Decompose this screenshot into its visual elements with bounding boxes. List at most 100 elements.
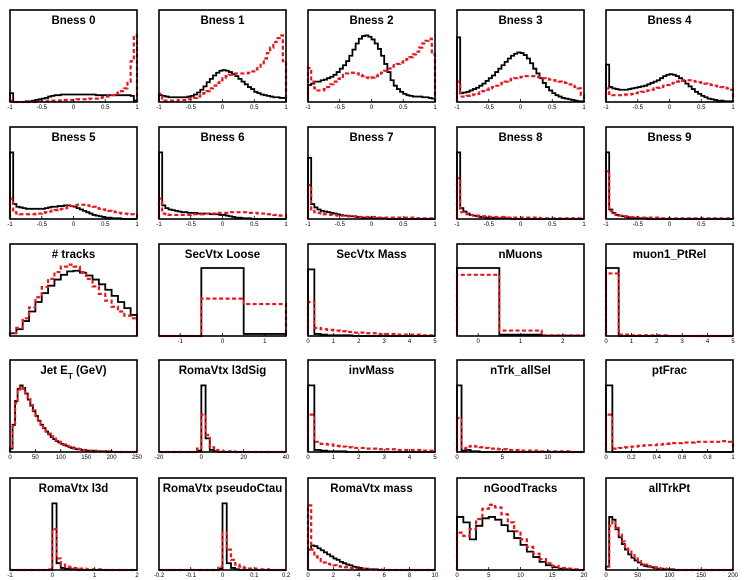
plot-frame <box>9 359 138 453</box>
histogram-series-a <box>456 516 584 571</box>
x-tick-label: 0 <box>455 455 459 461</box>
histogram-series-a <box>307 268 435 337</box>
x-tick-label: -1 <box>454 222 460 228</box>
x-tick-label: -0.1 <box>186 573 197 579</box>
x-tick-label: 0 <box>51 573 55 579</box>
x-tick-label: 0 <box>8 455 12 461</box>
x-tick-label: -0.5 <box>484 222 495 228</box>
x-tick-label: 1 <box>433 222 437 228</box>
panel-title: invMass <box>349 365 394 377</box>
panel-title: Bness 9 <box>647 132 691 144</box>
x-tick-label: -0.5 <box>335 105 346 111</box>
x-tick-label: 1 <box>582 105 586 111</box>
plot-frame <box>307 359 436 453</box>
x-tick-label: 0.5 <box>399 105 408 111</box>
histogram-panel: Jet ET (GeV) 0 50 100 150 200 250 <box>8 359 143 461</box>
x-tick-label: 0 <box>72 222 76 228</box>
histogram-series-a <box>9 269 138 336</box>
x-tick-label: 1 <box>433 105 437 111</box>
x-tick-label: 1 <box>93 573 97 579</box>
x-tick-label: -1 <box>454 105 460 111</box>
x-tick-label: 10 <box>544 455 551 461</box>
x-tick-label: 3 <box>681 339 685 345</box>
x-tick-label: 0 <box>72 105 76 111</box>
x-tick-label: 20 <box>581 573 588 579</box>
x-tick-label: 250 <box>132 455 143 461</box>
x-tick-label: 0.5 <box>101 105 110 111</box>
histogram-series-a <box>158 151 286 220</box>
x-tick-label: 1 <box>582 222 586 228</box>
x-tick-label: 150 <box>696 573 707 579</box>
x-tick-label: -0.5 <box>633 222 644 228</box>
histogram-panel: RomaVtx l3dSig -20 0 20 40 <box>155 359 290 461</box>
histogram-panel: nTrk_allSel 0 5 10 <box>455 359 585 461</box>
panel-title: Bness 0 <box>51 15 95 27</box>
x-tick-label: 0 <box>306 573 310 579</box>
x-tick-label: 2 <box>655 339 659 345</box>
x-tick-label: -0.5 <box>484 105 495 111</box>
plot-frame <box>605 359 734 453</box>
x-tick-label: 1 <box>135 222 139 228</box>
histogram-series-b <box>8 34 139 104</box>
histogram-panel: Bness 2 -1 -0.5 0 0.5 1 <box>305 9 437 111</box>
panel-title: RomaVtx l3dSig <box>179 365 267 377</box>
panel-title: Bness 3 <box>498 15 542 27</box>
histogram-series-a <box>605 267 733 337</box>
x-tick-label: 100 <box>56 455 67 461</box>
histogram-series-a <box>605 384 733 453</box>
x-tick-label: 0 <box>604 455 608 461</box>
histogram-panel: Bness 4 -1 -0.5 0 0.5 1 <box>603 9 735 111</box>
histogram-series-a <box>307 544 435 571</box>
histogram-series-a <box>307 34 436 102</box>
x-tick-label: 1 <box>731 105 735 111</box>
x-tick-label: -1 <box>7 222 13 228</box>
x-tick-label: 1 <box>263 339 267 345</box>
x-tick-label: 0 <box>370 222 374 228</box>
x-tick-label: 0.2 <box>282 573 291 579</box>
x-tick-label: -0.5 <box>633 105 644 111</box>
x-tick-label: 0.5 <box>548 222 557 228</box>
panel-title: allTrkPt <box>649 483 691 495</box>
x-tick-label: 0 <box>668 105 672 111</box>
x-tick-label: -1 <box>603 222 609 228</box>
x-tick-label: 5 <box>501 455 505 461</box>
histogram-series-a <box>456 267 585 337</box>
histogram-panel: Bness 3 -1 -0.5 0 0.5 1 <box>454 9 586 111</box>
histogram-panel: SecVtx Loose -1 0 1 <box>158 243 288 345</box>
x-tick-label: -1 <box>305 105 311 111</box>
x-tick-label: 0 <box>306 455 310 461</box>
x-tick-label: 40 <box>283 455 290 461</box>
histogram-series-a <box>159 267 287 337</box>
histogram-series-a <box>9 151 137 220</box>
histogram-panel: Bness 6 -1 -0.5 0 0.5 1 <box>156 126 288 228</box>
x-tick-label: 1 <box>284 105 288 111</box>
x-tick-label: 50 <box>32 455 39 461</box>
x-tick-label: 0 <box>221 339 225 345</box>
histogram-panel: nGoodTracks 0 5 10 15 20 <box>455 477 588 579</box>
panel-title: Bness 4 <box>647 15 692 27</box>
plot-frame <box>605 243 734 337</box>
x-tick-label: 0.5 <box>697 105 706 111</box>
x-tick-label: 3 <box>383 455 387 461</box>
histogram-panel: invMass 0 1 2 3 4 5 <box>306 359 437 461</box>
panel-title: Bness 7 <box>349 132 393 144</box>
histogram-series-b <box>10 528 137 572</box>
histogram-series-b <box>455 177 586 220</box>
x-tick-label: 0 <box>604 573 608 579</box>
histogram-series-b <box>604 272 733 338</box>
histogram-series-a <box>605 63 734 103</box>
panel-title: RomaVtx pseudoCtau <box>163 483 283 495</box>
x-tick-label: 8 <box>408 573 412 579</box>
histogram-panel: nMuons 0 1 2 <box>455 243 586 345</box>
histogram-series-b <box>604 519 733 572</box>
histogram-panel: Bness 1 -1 -0.5 0 0.5 1 <box>156 9 288 111</box>
histogram-series-a <box>307 384 435 453</box>
x-tick-label: 4 <box>408 455 412 461</box>
x-tick-label: -1 <box>156 222 162 228</box>
x-tick-label: 5 <box>433 339 437 345</box>
x-tick-label: -1 <box>603 105 609 111</box>
x-tick-label: 0 <box>221 105 225 111</box>
x-tick-label: 0.2 <box>627 455 636 461</box>
x-tick-label: -0.5 <box>335 222 346 228</box>
